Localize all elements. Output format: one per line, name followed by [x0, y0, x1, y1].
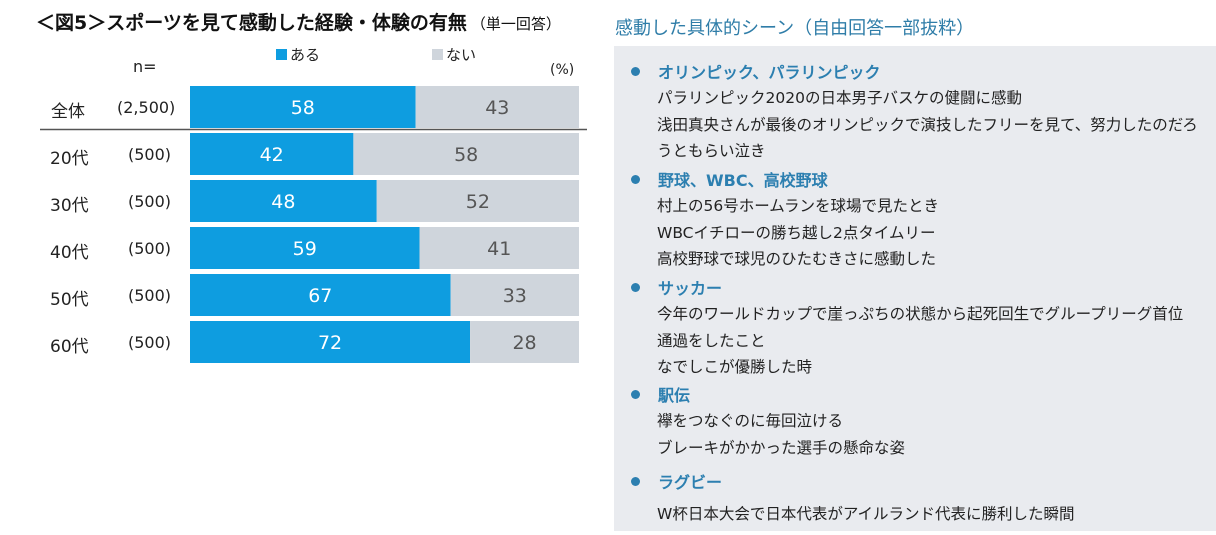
legend-item-nai: ない — [432, 44, 476, 65]
scene-category-label: 駅伝 — [658, 386, 691, 405]
scene-item: 襷をつなぐのに毎回泣ける — [657, 412, 844, 430]
legend-item-aru: ある — [276, 44, 320, 65]
scene-item: WBCイチローの勝ち越し2点タイムリー — [657, 224, 936, 242]
scene-panel — [614, 46, 1216, 531]
scene-category-label: オリンピック、パラリンピック — [658, 63, 881, 82]
scene-category-3: 駅伝 — [631, 382, 690, 406]
bar-aru-0 — [190, 86, 416, 128]
scene-category-0: オリンピック、パラリンピック — [631, 59, 881, 83]
data-label-nai-2: 52 — [466, 191, 490, 213]
bullet-icon — [631, 174, 640, 184]
bar-nai-0 — [415, 86, 579, 128]
scene-category-label: ラグビー — [658, 473, 723, 492]
scene-item: 今年のワールドカップで崖っぷちの状態から起死回生でグループリーグ首位 — [657, 305, 1184, 323]
category-label-2: 30代 — [50, 196, 89, 216]
data-label-nai-5: 28 — [512, 332, 536, 354]
sample-size-5: (500) — [128, 333, 172, 352]
bullet-icon — [631, 389, 640, 399]
sample-size-3: (500) — [128, 239, 172, 258]
stacked-bar-chart: 58 43 42 58 48 52 59 41 67 33 72 28 — [40, 86, 587, 363]
scene-category-label: 野球、WBC、高校野球 — [658, 171, 828, 190]
bullet-icon — [631, 282, 640, 292]
data-label-aru-5: 72 — [318, 332, 342, 354]
data-label-nai-3: 41 — [487, 238, 511, 260]
category-label-4: 50代 — [50, 290, 89, 310]
bullet-icon — [631, 476, 640, 486]
panel-title: 感動した具体的シーン（自由回答一部抜粋） — [615, 18, 975, 39]
category-label-3: 40代 — [50, 243, 89, 263]
sample-size-4: (500) — [128, 286, 172, 305]
legend-swatch-nai — [432, 49, 443, 60]
data-label-nai-1: 58 — [454, 144, 478, 166]
unit-label: (%) — [550, 62, 575, 78]
scene-category-label: サッカー — [658, 279, 723, 298]
bar-nai-2 — [376, 180, 579, 222]
sample-size-1: (500) — [128, 145, 172, 164]
category-label-1: 20代 — [50, 149, 89, 169]
sample-size-0: (2,500) — [117, 98, 176, 117]
category-label-5: 60代 — [50, 337, 89, 357]
scene-item: 高校野球で球児のひたむきさに感動した — [657, 250, 937, 268]
data-label-aru-0: 58 — [291, 97, 315, 119]
scene-category-4: ラグビー — [631, 469, 722, 493]
sample-size-2: (500) — [128, 192, 172, 211]
scene-item: 村上の56号ホームランを球場で見たとき — [657, 197, 939, 215]
bullet-icon — [631, 66, 640, 76]
bar-aru-5 — [190, 321, 471, 363]
data-label-nai-0: 43 — [485, 97, 509, 119]
scene-item: うともらい泣き — [657, 142, 766, 160]
data-label-nai-4: 33 — [503, 285, 527, 307]
scene-item: W杯日本大会で日本代表がアイルランド代表に勝利した瞬間 — [657, 505, 1075, 523]
scene-item: ブレーキがかかった選手の懸命な姿 — [657, 439, 906, 457]
legend-swatch-aru — [276, 49, 287, 60]
legend-label-aru: ある — [290, 46, 321, 64]
bar-aru-3 — [190, 227, 420, 269]
bar-nai-3 — [419, 227, 579, 269]
scene-item: 通過をしたこと — [657, 332, 766, 350]
legend-label-nai: ない — [446, 46, 477, 64]
data-label-aru-4: 67 — [308, 285, 332, 307]
chart-title-main: ＜図5＞スポーツを見て感動した経験・体験の有無 — [36, 12, 467, 34]
bar-nai-5 — [470, 321, 579, 363]
chart-title: ＜図5＞スポーツを見て感動した経験・体験の有無 （単一回答） — [36, 8, 561, 35]
bar-nai-4 — [450, 274, 579, 316]
chart-title-sub: （単一回答） — [470, 15, 561, 33]
data-label-aru-3: 59 — [293, 238, 317, 260]
n-header: n= — [133, 57, 157, 76]
data-label-aru-1: 42 — [260, 144, 284, 166]
scene-item: なでしこが優勝した時 — [657, 358, 813, 376]
scene-item: 浅田真央さんが最後のオリンピックで演技したフリーを見て、努力したのだろ — [657, 116, 1198, 134]
scene-category-2: サッカー — [631, 275, 722, 299]
data-label-aru-2: 48 — [271, 191, 295, 213]
bar-aru-4 — [190, 274, 451, 316]
scene-item: パラリンピック2020の日本男子バスケの健闘に感動 — [657, 89, 1022, 107]
bar-aru-1 — [190, 133, 354, 175]
scene-category-1: 野球、WBC、高校野球 — [631, 167, 828, 191]
category-label-0: 全体 — [51, 102, 85, 122]
bar-nai-1 — [353, 133, 579, 175]
bar-aru-2 — [190, 180, 377, 222]
